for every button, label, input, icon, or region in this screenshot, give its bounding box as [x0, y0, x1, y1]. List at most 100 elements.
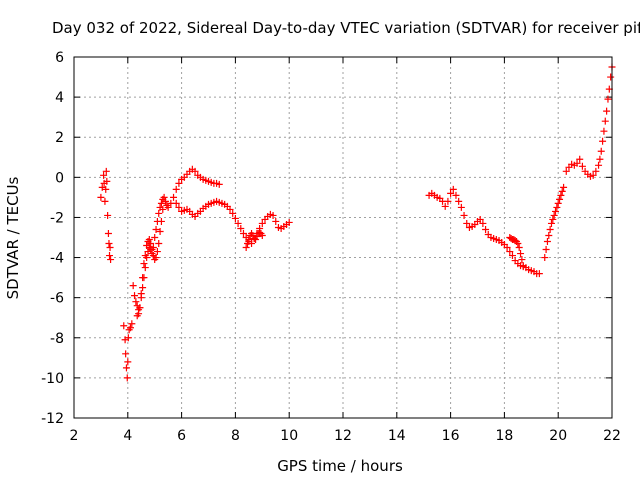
data-point	[155, 209, 163, 217]
data-point	[245, 236, 253, 244]
data-point	[258, 219, 266, 227]
data-point	[545, 231, 553, 239]
y-tick-label: -4	[50, 251, 64, 267]
data-point	[132, 298, 140, 306]
series-segment-3	[133, 165, 223, 320]
y-tick-label: -2	[50, 210, 64, 226]
data-point	[152, 225, 160, 233]
y-tick-label: -8	[50, 331, 64, 347]
data-point	[455, 197, 463, 205]
data-point	[191, 167, 199, 175]
data-point	[152, 254, 160, 262]
data-point	[482, 225, 490, 233]
x-tick-label: 8	[231, 428, 240, 444]
data-point	[106, 244, 114, 252]
x-tick-labels: 2 4 6 8 10 12 14 16 18 20 22	[70, 428, 621, 444]
data-point	[604, 95, 612, 103]
x-tick-label: 16	[442, 428, 460, 444]
data-point	[479, 219, 487, 227]
x-tick-label: 22	[603, 428, 621, 444]
y-tick-labels: -12 -10 -8 -6 -4 -2 0 2 4 6	[41, 50, 64, 427]
data-point	[503, 244, 511, 252]
data-point	[104, 211, 112, 219]
data-point	[139, 284, 147, 292]
data-point	[237, 224, 245, 232]
data-point	[229, 209, 237, 217]
data-point	[161, 197, 169, 205]
data-point	[556, 195, 564, 203]
data-point	[140, 260, 148, 268]
data-point	[101, 197, 109, 205]
data-point	[506, 248, 514, 256]
data-point	[272, 217, 280, 225]
data-point	[156, 203, 164, 211]
y-axis-title: SDTVAR / TECUs	[4, 176, 22, 299]
x-tick-label: 10	[280, 428, 298, 444]
data-point	[560, 183, 568, 191]
x-tick-label: 14	[388, 428, 406, 444]
data-point	[578, 162, 586, 170]
data-point	[573, 159, 581, 167]
data-point	[601, 117, 609, 125]
data-point	[172, 185, 180, 193]
data-point	[102, 185, 110, 193]
data-point	[553, 203, 561, 211]
x-tick-label: 6	[177, 428, 186, 444]
data-point	[151, 234, 159, 241]
series-segment-8	[541, 63, 616, 262]
data-point	[576, 155, 584, 163]
data-point	[137, 294, 145, 302]
x-tick-label: 20	[549, 428, 567, 444]
data-point	[595, 161, 603, 169]
data-point	[103, 177, 111, 185]
data-point	[547, 219, 555, 227]
x-axis-title: GPS time / hours	[277, 457, 403, 475]
data-point	[226, 205, 234, 213]
series-segment-6	[425, 185, 543, 278]
data-point	[589, 171, 597, 179]
data-point	[546, 225, 554, 233]
series-segment-2	[120, 205, 167, 382]
data-point	[519, 262, 527, 270]
data-point	[128, 320, 136, 328]
data-point	[175, 179, 183, 187]
data-point	[97, 193, 105, 201]
data-point	[140, 274, 148, 282]
data-point	[253, 232, 261, 240]
data-point	[447, 189, 455, 197]
data-point	[234, 219, 242, 227]
data-point	[244, 240, 252, 248]
series-segment-1	[97, 167, 115, 264]
data-point	[122, 350, 130, 358]
data-point	[550, 211, 558, 219]
series-segment-7	[506, 234, 527, 270]
data-point	[141, 264, 149, 272]
data-point	[554, 199, 562, 207]
data-point	[557, 191, 565, 199]
grid	[74, 57, 612, 418]
data-point	[153, 217, 161, 225]
data-point	[518, 256, 526, 264]
data-point	[514, 240, 522, 248]
data-point	[149, 244, 157, 252]
data-point	[444, 197, 452, 205]
data-point	[252, 236, 260, 244]
data-point	[231, 214, 239, 222]
data-point	[242, 244, 250, 252]
data-point	[147, 240, 155, 248]
y-tick-label: -10	[41, 371, 64, 387]
data-point	[542, 246, 550, 254]
data-points	[97, 63, 616, 382]
data-point	[120, 322, 128, 330]
data-point	[100, 171, 108, 179]
data-point	[172, 199, 180, 207]
data-point	[597, 147, 605, 155]
data-point	[285, 218, 293, 226]
data-point	[249, 231, 257, 239]
data-point	[102, 167, 110, 175]
data-point	[541, 254, 549, 262]
y-tick-label: -12	[41, 411, 64, 427]
data-point	[124, 334, 132, 342]
data-point	[239, 229, 247, 237]
